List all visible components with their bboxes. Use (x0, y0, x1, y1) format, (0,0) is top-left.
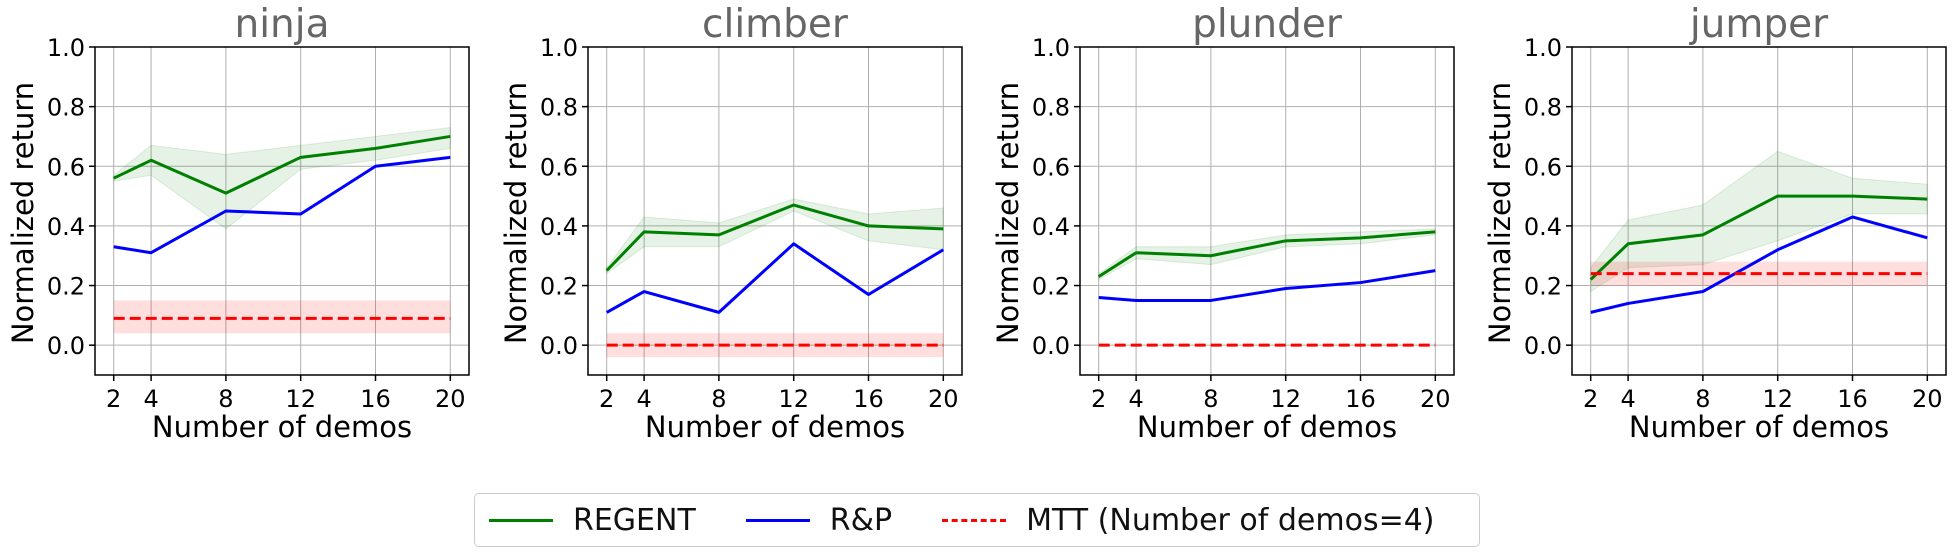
y-tick-label: 0.4 (1524, 213, 1562, 241)
y-tick-label: 0.8 (47, 94, 85, 122)
x-tick-label: 16 (1837, 385, 1868, 413)
y-tick-label: 1.0 (47, 34, 85, 62)
y-axis-label: Normalized return (6, 82, 40, 344)
chart-panel-jumper: 2 4 8 12 16 20 0.0 0.2 0.4 0.6 0.8 1.0 Number of dem… (1483, 2, 1947, 444)
y-tick-label: 0.0 (1524, 332, 1562, 360)
x-tick-label: 20 (928, 385, 959, 413)
y-tick-label: 0.0 (47, 332, 85, 360)
y-tick-label: 0.6 (1524, 153, 1562, 181)
y-tick-label: 0.2 (1524, 273, 1562, 301)
confidence-band-regent (113, 126, 451, 230)
confidence-band-regent (1590, 150, 1928, 293)
y-tick-label: 1.0 (1524, 34, 1562, 62)
x-tick-label: 12 (1762, 385, 1793, 413)
y-tick-label: 1.0 (540, 34, 578, 62)
x-axis-label: Number of demos (152, 410, 412, 444)
x-axis-label: Number of demos (1629, 410, 1889, 444)
y-tick-label: 0.8 (1032, 94, 1070, 122)
y-tick-label: 1.0 (1032, 34, 1070, 62)
plot-frame (587, 46, 963, 376)
chart-panel-ninja: 2 4 8 12 16 20 0.0 0.2 0.4 0.6 0.8 1.0 Number of dem… (6, 2, 470, 444)
chart-title: jumper (1689, 2, 1829, 47)
y-tick-label: 0.4 (47, 213, 85, 241)
series-line-regent (1589, 194, 1928, 281)
x-tick-label: 16 (360, 385, 391, 413)
x-tick-label: 12 (778, 385, 809, 413)
legend-swatch-rp (745, 518, 810, 522)
x-axis-label: Number of demos (645, 410, 905, 444)
x-tick-label: 8 (1695, 385, 1710, 413)
series-line-regent (1097, 230, 1436, 278)
series-line-r-p (113, 155, 451, 255)
legend-label-mtt: MTT (Number of demos=4) (1026, 502, 1435, 538)
chart-title: climber (702, 2, 849, 47)
y-tick-label: 0.2 (47, 273, 85, 301)
chart-panel-plunder: 2 4 8 12 16 20 0.0 0.2 0.4 0.6 0.8 1.0 Number of dem… (991, 2, 1455, 444)
legend-label-rp: R&P (829, 502, 893, 538)
y-axis-label: Normalized return (499, 82, 533, 344)
legend-swatch-regent (489, 518, 553, 522)
plot-frame (1571, 46, 1947, 376)
x-tick-label: 2 (106, 385, 121, 413)
legend-item-regent: REGENT (475, 494, 696, 546)
x-tick-label: 2 (1583, 385, 1598, 413)
y-tick-label: 0.6 (1032, 153, 1070, 181)
x-tick-label: 4 (1128, 385, 1143, 413)
y-tick-label: 0.2 (540, 273, 578, 301)
legend-label-regent: REGENT (573, 502, 696, 538)
legend-swatch-mtt (942, 518, 1007, 522)
x-tick-label: 16 (853, 385, 884, 413)
x-tick-label: 2 (1091, 385, 1106, 413)
y-tick-label: 0.6 (540, 153, 578, 181)
x-tick-label: 4 (143, 385, 158, 413)
y-tick-label: 0.8 (540, 94, 578, 122)
y-tick-label: 0.4 (540, 213, 578, 241)
confidence-band-regent (1098, 228, 1436, 281)
x-tick-label: 2 (599, 385, 614, 413)
x-tick-label: 20 (1420, 385, 1451, 413)
x-tick-label: 12 (1270, 385, 1301, 413)
x-axis-label: Number of demos (1137, 410, 1397, 444)
y-tick-label: 0.8 (1524, 94, 1562, 122)
y-tick-label: 0.0 (540, 332, 578, 360)
chart-panel-climber: 2 4 8 12 16 20 0.0 0.2 0.4 0.6 0.8 1.0 Number of dem… (499, 2, 963, 444)
y-tick-label: 0.4 (1032, 213, 1070, 241)
x-tick-label: 4 (1620, 385, 1635, 413)
y-tick-label: 0.2 (1032, 273, 1070, 301)
y-tick-label: 0.0 (1032, 332, 1070, 360)
series-line-r-p (1098, 269, 1436, 302)
series-line-regent (605, 203, 944, 272)
plot-frame (1079, 46, 1455, 376)
x-tick-label: 4 (636, 385, 651, 413)
chart-title: ninja (234, 2, 329, 47)
x-tick-label: 8 (218, 385, 233, 413)
x-tick-label: 20 (1912, 385, 1943, 413)
y-axis-label: Normalized return (1483, 82, 1517, 344)
y-axis-label: Normalized return (991, 82, 1025, 344)
x-tick-label: 12 (285, 385, 316, 413)
y-tick-label: 0.6 (47, 153, 85, 181)
x-tick-label: 20 (435, 385, 466, 413)
series-line-r-p (605, 242, 945, 314)
legend-item-mtt: MTT (Number of demos=4) (928, 494, 1435, 546)
x-tick-label: 8 (1203, 385, 1218, 413)
chart-title: plunder (1192, 2, 1343, 47)
plot-frame (94, 46, 470, 376)
legend: REGENT R&P MTT (Number of demos=4) (474, 493, 1480, 547)
legend-item-rp: R&P (732, 494, 892, 546)
x-tick-label: 16 (1345, 385, 1376, 413)
series-line-r-p (1590, 215, 1928, 314)
series-line-regent (113, 134, 451, 195)
x-tick-label: 8 (711, 385, 726, 413)
